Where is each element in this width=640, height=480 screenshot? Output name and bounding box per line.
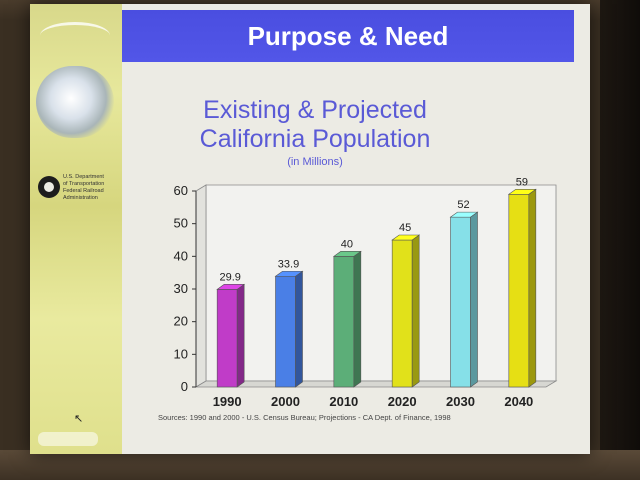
bar-side (353, 250, 362, 388)
chart-title-line: California Population (199, 125, 431, 153)
chart-subtitle: (in Millions) (287, 156, 343, 168)
y-tick-label: 60 (174, 183, 188, 198)
bar (450, 216, 471, 388)
bar-top (274, 270, 304, 277)
data-label: 29.9 (219, 271, 240, 283)
agency-line: Administration (63, 195, 98, 201)
bar-side (411, 234, 420, 388)
agency-line: of Transportation (63, 181, 105, 187)
agency-line: Federal Railroad (63, 188, 104, 194)
bar (508, 193, 530, 388)
chart-title-line: Existing & Projected (203, 96, 427, 124)
bar-top (507, 188, 537, 195)
x-tick-label: 2030 (446, 394, 475, 409)
footer-logo-icon (38, 432, 98, 446)
agency-name: U.S. Department of Transportation Federa… (63, 174, 119, 202)
slide-title: Purpose & Need (247, 20, 449, 51)
x-tick-label: 2010 (329, 394, 358, 409)
slide-sidebar: U.S. Department of Transportation Federa… (30, 4, 122, 454)
chart-back-wall (205, 184, 557, 382)
mouse-cursor-icon: ↖ (74, 413, 84, 425)
source-note: Sources: 1990 and 2000 - U.S. Census Bur… (158, 413, 451, 422)
bar-top (391, 234, 421, 241)
bar-top (216, 284, 246, 290)
bar (275, 275, 296, 388)
chart-side-wall (195, 184, 207, 388)
x-tick-label: 2000 (271, 394, 300, 409)
y-tick-label: 50 (174, 216, 188, 231)
y-tick-label: 10 (174, 346, 188, 361)
data-label: 40 (341, 238, 353, 250)
data-label: 59 (516, 176, 528, 188)
bar-top (332, 251, 362, 257)
data-label: 52 (457, 199, 469, 211)
bar-side (236, 283, 245, 388)
title-bar: Purpose & Need (122, 10, 574, 62)
bar-side (295, 270, 303, 388)
bar (333, 256, 355, 388)
agency-line: U.S. Department (63, 174, 104, 180)
bar-side (528, 188, 537, 388)
x-tick-label: 2020 (388, 394, 417, 409)
y-tick-label: 0 (181, 379, 188, 394)
chart-title: Existing & Projected California Populati… (120, 96, 510, 154)
dot-logo-icon (38, 176, 60, 198)
data-label: 33.9 (278, 258, 299, 270)
bar-side (470, 211, 478, 388)
y-tick-label: 40 (174, 248, 188, 263)
globe-logo-icon (36, 66, 114, 138)
curtain (600, 0, 640, 480)
data-label: 45 (399, 222, 411, 234)
bar (216, 289, 238, 388)
y-tick-label: 20 (174, 314, 188, 329)
floor (0, 450, 640, 480)
train-swoosh-icon (40, 22, 110, 49)
bar-top (449, 211, 479, 218)
x-tick-label: 2040 (504, 394, 533, 409)
x-tick-label: 1990 (213, 394, 242, 409)
bar (391, 239, 413, 388)
y-tick-label: 30 (174, 281, 188, 296)
chart-floor (194, 380, 558, 388)
